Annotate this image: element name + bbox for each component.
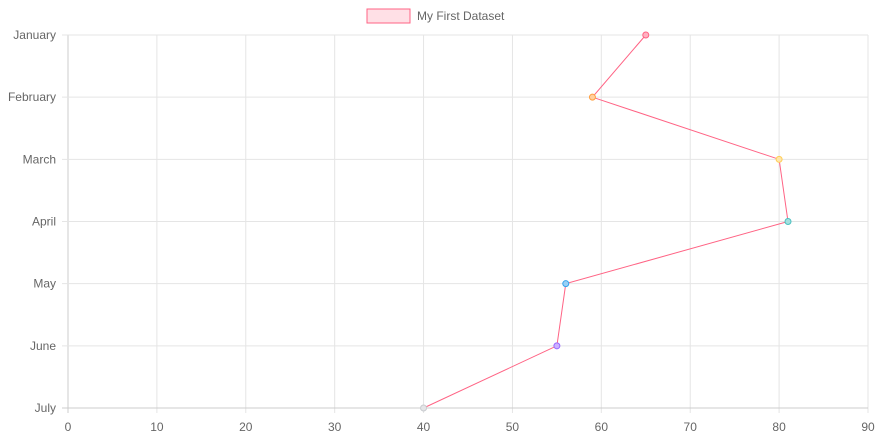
y-tick-label: April <box>32 215 56 229</box>
x-axis-ticks: 0 10 20 30 40 50 60 70 80 90 <box>65 420 875 434</box>
x-tick-label: 50 <box>506 420 520 434</box>
x-tick-label: 90 <box>861 420 875 434</box>
x-tick-label: 10 <box>150 420 164 434</box>
data-point[interactable] <box>553 342 561 350</box>
x-tick-label: 70 <box>684 420 698 434</box>
x-tick-label: 0 <box>65 420 72 434</box>
y-axis-ticks: January February March April May June July <box>8 28 56 415</box>
y-tick-label: May <box>33 277 56 291</box>
y-tick-label: January <box>13 28 56 42</box>
data-point[interactable] <box>642 31 650 39</box>
x-tick-label: 80 <box>772 420 786 434</box>
legend-swatch <box>366 8 411 24</box>
x-tick-label: 40 <box>417 420 431 434</box>
data-point[interactable] <box>588 93 596 101</box>
y-tick-label: July <box>35 401 56 415</box>
series <box>420 31 792 412</box>
x-tick-label: 30 <box>328 420 342 434</box>
data-point[interactable] <box>562 280 570 288</box>
legend[interactable]: My First Dataset <box>366 8 505 24</box>
data-point[interactable] <box>784 218 792 225</box>
grid <box>62 34 869 413</box>
y-tick-label: June <box>30 339 56 353</box>
y-tick-label: February <box>8 90 56 104</box>
legend-label: My First Dataset <box>417 9 505 23</box>
x-tick-label: 60 <box>595 420 609 434</box>
x-tick-label: 20 <box>239 420 253 434</box>
data-point[interactable] <box>775 155 783 163</box>
data-point[interactable] <box>420 404 428 412</box>
y-tick-label: March <box>23 152 56 166</box>
